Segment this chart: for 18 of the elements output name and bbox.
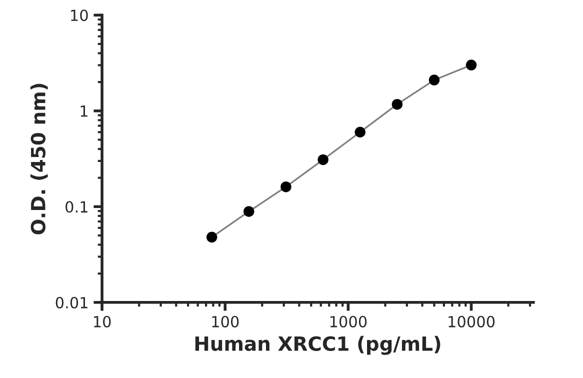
point — [466, 60, 477, 70]
x-tick-label: 1000 — [330, 316, 367, 328]
point — [243, 206, 254, 217]
point — [428, 74, 440, 86]
point — [206, 232, 218, 243]
point — [318, 154, 328, 166]
x-tick-label: 10 — [94, 316, 111, 328]
point — [280, 181, 292, 192]
y-axis-title: O.D. (450 nm) — [30, 84, 48, 234]
y-tick-label: 0.1 — [66, 201, 88, 213]
x-axis-title: Human XRCC1 (pg/mL) — [195, 336, 440, 355]
y-tick-label: 10 — [71, 10, 88, 22]
x-tick-label: 10000 — [448, 316, 495, 328]
point — [392, 98, 403, 110]
y-tick-label: 0.01 — [56, 296, 88, 308]
y-tick-label: 1 — [80, 106, 88, 117]
point — [354, 126, 366, 138]
x-tick-label: 100 — [212, 316, 239, 328]
